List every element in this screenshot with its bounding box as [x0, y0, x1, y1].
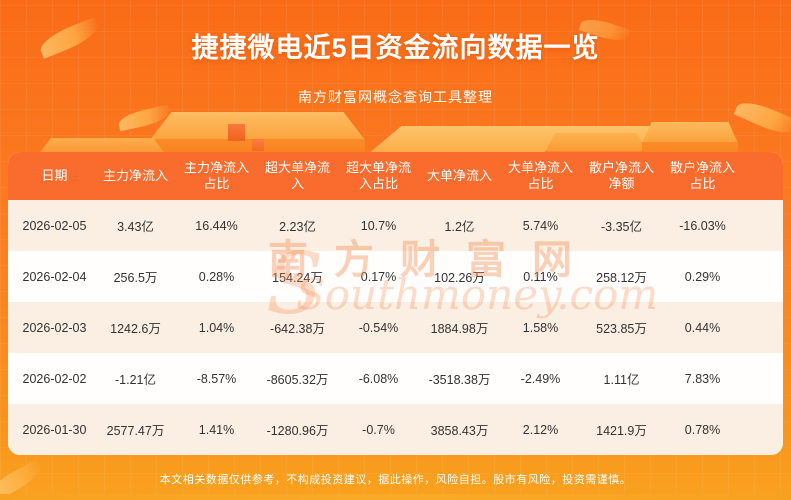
table-row: 2026-02-05 3.43亿 16.44% 2.23亿 10.7% 1.2亿 5.74%…: [8, 200, 783, 251]
page-title: 捷捷微电近5日资金流向数据一览: [191, 33, 600, 63]
page-subtitle: 南方财富网概念查询工具整理: [298, 89, 493, 105]
column-header: 散户净流入占比: [669, 159, 735, 191]
table-cell: 256.5万: [113, 271, 158, 285]
table-cell: 0.44%: [684, 320, 721, 335]
table-cell: 154.24万: [272, 271, 323, 285]
column-header: 超大单净流入: [264, 159, 330, 191]
column-header: 主力净流入: [102, 167, 168, 183]
table-cell: 2026-01-30: [22, 422, 87, 437]
column-header: 大单净流入占比: [507, 159, 573, 191]
table-row: 2026-02-03 1242.6万 1.04% -642.38万 -0.54% 1884…: [8, 302, 783, 353]
table-cell: 258.12万: [596, 271, 647, 285]
table-cell: 1884.98万: [430, 322, 489, 336]
table-cell: 1.04%: [198, 320, 235, 335]
title-area: 捷捷微电近5日资金流向数据一览 南方财富网概念查询工具整理: [0, 0, 791, 107]
table-cell: 1242.6万: [110, 322, 161, 336]
table-cell: 523.85万: [596, 322, 647, 336]
table-cell: -16.03%: [679, 218, 726, 233]
table-cell: 2026-02-05: [22, 218, 87, 233]
table-cell: -0.7%: [362, 422, 395, 437]
decor-leaf-icon: [116, 104, 172, 132]
table-cell: 1.11亿: [603, 373, 640, 387]
table-cell: 5.74%: [522, 218, 559, 233]
table-cell: 2.12%: [522, 422, 559, 437]
table-cell: -1.21亿: [115, 373, 156, 387]
table-cell: -2.49%: [520, 371, 561, 386]
column-header: 日期: [41, 167, 68, 183]
table-cell: -6.08%: [358, 371, 399, 386]
podium-block-top: [545, 133, 647, 152]
table-cell: 0.28%: [198, 269, 235, 284]
table-row: 2026-02-02 -1.21亿 -8.57% -8605.32万 -6.08% -35…: [8, 353, 783, 404]
podium-block-top: [150, 112, 365, 140]
table-row: 2026-02-04 256.5万 0.28% 154.24万 0.17% 102.26万…: [8, 251, 783, 302]
table-cell: 0.29%: [684, 269, 721, 284]
table-cell: 2026-02-02: [22, 371, 87, 386]
podium-block-top: [368, 126, 703, 154]
table-cell: -8605.32万: [266, 373, 329, 387]
table-cell: 0.11%: [523, 269, 558, 284]
podium-cube: [228, 124, 245, 141]
podium-block-top: [642, 122, 738, 143]
table-cell: 1.41%: [198, 422, 235, 437]
table-cell: 1.2亿: [444, 220, 475, 234]
table-cell: 0.78%: [684, 422, 721, 437]
fund-flow-table: 日期 主力净流入 主力净流入占比 超大单净流入 超大单净流入占比 大单净流入 大单净流入占比…: [8, 152, 783, 455]
table-cell: -3518.38万: [428, 373, 491, 387]
column-header: 大单净流入: [426, 167, 492, 183]
table-cell: -8.57%: [196, 371, 237, 386]
column-header: 超大单净流入占比: [345, 159, 411, 191]
bottom-accent-bar: [0, 494, 791, 500]
table-cell: 2026-02-03: [22, 320, 87, 335]
table-cell: -3.35亿: [601, 220, 642, 234]
podium-cube: [252, 139, 264, 151]
table-cell: 1.58%: [522, 320, 559, 335]
table-cell: 2026-02-04: [22, 269, 87, 284]
table-cell: 10.7%: [360, 218, 397, 233]
table-cell: 0.17%: [360, 269, 397, 284]
table-body: 2026-02-05 3.43亿 16.44% 2.23亿 10.7% 1.2亿 5.74%…: [8, 200, 783, 455]
table-cell: 102.26万: [434, 271, 485, 285]
column-header: 散户净流入净额: [588, 159, 654, 191]
disclaimer-text: 本文相关数据仅供参考，不构成投资建议，据此操作，风险自担。股市有风险，投资需谨慎…: [159, 474, 632, 486]
table-cell: -1280.96万: [266, 424, 329, 438]
table-row: 2026-01-30 2577.47万 1.41% -1280.96万 -0.7% 385…: [8, 404, 783, 455]
table-cell: 2577.47万: [106, 424, 165, 438]
column-header: 主力净流入占比: [183, 159, 249, 191]
table-cell: 3858.43万: [430, 424, 489, 438]
table-cell: 2.23亿: [279, 220, 316, 234]
table-cell: 3.43亿: [117, 220, 154, 234]
table-cell: -642.38万: [270, 322, 325, 336]
table-header-row: 日期 主力净流入 主力净流入占比 超大单净流入 超大单净流入占比 大单净流入 大单净流入占比…: [8, 152, 783, 200]
table-cell: 7.83%: [684, 371, 721, 386]
table-cell: -0.54%: [358, 320, 399, 335]
table-cell: 1421.9万: [596, 424, 647, 438]
table-cell: 16.44%: [195, 218, 238, 233]
